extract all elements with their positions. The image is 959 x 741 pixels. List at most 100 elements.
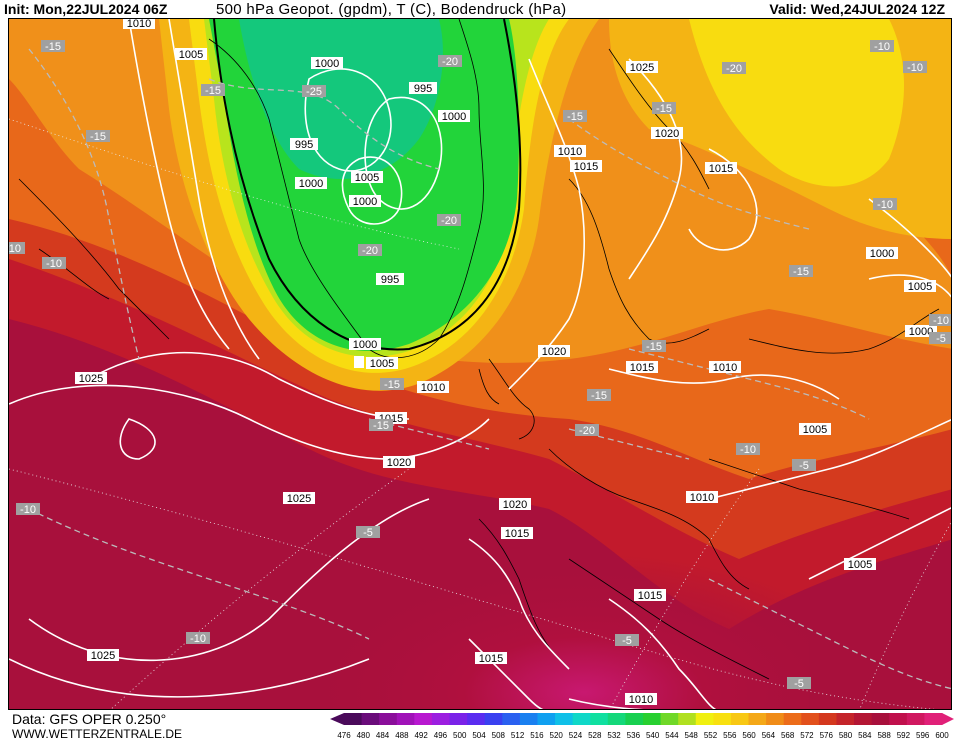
legend-tick-label: 600 bbox=[935, 731, 949, 740]
svg-text:-15: -15 bbox=[90, 131, 106, 143]
svg-text:995: 995 bbox=[295, 139, 313, 151]
svg-text:-20: -20 bbox=[442, 56, 458, 68]
svg-text:1000: 1000 bbox=[353, 339, 377, 351]
legend-tick-label: 576 bbox=[820, 731, 834, 740]
svg-text:1015: 1015 bbox=[505, 528, 529, 540]
lat-lon-grid bbox=[9, 118, 951, 709]
legend-swatch bbox=[766, 713, 785, 725]
svg-text:-10: -10 bbox=[874, 41, 890, 53]
svg-text:-10: -10 bbox=[933, 315, 949, 327]
svg-text:-20: -20 bbox=[441, 215, 457, 227]
svg-text:995: 995 bbox=[381, 274, 399, 286]
svg-text:1015: 1015 bbox=[630, 362, 654, 374]
legend-swatch bbox=[344, 713, 363, 725]
legend-swatch bbox=[818, 713, 837, 725]
legend-swatch bbox=[678, 713, 697, 725]
svg-text:-15: -15 bbox=[45, 41, 61, 53]
field-teal bbox=[239, 19, 443, 179]
svg-text:1000: 1000 bbox=[315, 58, 339, 70]
legend-tick-label: 520 bbox=[550, 731, 564, 740]
legend-swatch bbox=[730, 713, 750, 725]
legend-tick-label: 540 bbox=[646, 731, 660, 740]
svg-text:-15: -15 bbox=[373, 420, 389, 432]
legend-tick-label: 596 bbox=[916, 731, 930, 740]
weather-map: 1010 1005 1000 995 1000 995 1000 1005 10… bbox=[8, 18, 952, 710]
svg-text:-15: -15 bbox=[205, 85, 221, 97]
legend-tick-label: 480 bbox=[357, 731, 371, 740]
svg-text:-10: -10 bbox=[740, 444, 756, 456]
legend-swatch bbox=[414, 713, 433, 725]
svg-text:-20: -20 bbox=[362, 245, 378, 257]
legend-tick-label: 536 bbox=[627, 731, 641, 740]
map-canvas: 1010 1005 1000 995 1000 995 1000 1005 10… bbox=[9, 19, 951, 709]
legend-tick-label: 584 bbox=[858, 731, 872, 740]
svg-text:1005: 1005 bbox=[848, 559, 872, 571]
legend-tick-label: 548 bbox=[685, 731, 699, 740]
legend-tick-label: 508 bbox=[492, 731, 506, 740]
legend-tick-label: 512 bbox=[511, 731, 525, 740]
svg-text:-20: -20 bbox=[726, 63, 742, 75]
svg-text:-10: -10 bbox=[20, 504, 36, 516]
legend-swatch bbox=[396, 713, 415, 725]
legend-swatch bbox=[449, 713, 468, 725]
svg-text:1010: 1010 bbox=[421, 382, 445, 394]
footer-bar: Data: GFS OPER 0.250° WWW.WETTERZENTRALE… bbox=[0, 710, 959, 741]
svg-text:-5: -5 bbox=[622, 635, 632, 647]
website-label: WWW.WETTERZENTRALE.DE bbox=[12, 727, 182, 741]
legend-swatch bbox=[836, 713, 855, 725]
legend-swatch bbox=[467, 713, 486, 725]
legend-tick-label: 588 bbox=[877, 731, 891, 740]
svg-text:-10: -10 bbox=[46, 258, 62, 270]
svg-text:1015: 1015 bbox=[479, 653, 503, 665]
valid-time-label: Valid: Wed,24JUL2024 12Z bbox=[769, 1, 945, 17]
svg-text:-10: -10 bbox=[877, 199, 893, 211]
geopotential-552-line bbox=[213, 19, 522, 351]
svg-text:-5: -5 bbox=[794, 678, 804, 690]
legend-swatch bbox=[695, 713, 714, 725]
init-time-label: Init: Mon,22JUL2024 06Z bbox=[4, 1, 168, 17]
legend-arrow-left bbox=[330, 713, 344, 725]
svg-text:1020: 1020 bbox=[542, 346, 566, 358]
svg-text:1010: 1010 bbox=[629, 694, 653, 706]
isotherms bbox=[28, 48, 951, 690]
svg-text:1015: 1015 bbox=[709, 163, 733, 175]
legend-swatch bbox=[607, 713, 626, 725]
legend-swatch bbox=[643, 713, 662, 725]
legend-tick-label: 488 bbox=[395, 731, 409, 740]
legend-swatch bbox=[537, 713, 556, 725]
legend-swatch bbox=[906, 713, 925, 725]
svg-text:1005: 1005 bbox=[179, 49, 203, 61]
legend-tick-label: 476 bbox=[337, 731, 351, 740]
legend-swatch bbox=[871, 713, 890, 725]
legend-swatch bbox=[924, 713, 943, 725]
svg-text:-20: -20 bbox=[579, 425, 595, 437]
svg-text:-15: -15 bbox=[656, 103, 672, 115]
svg-text:1000: 1000 bbox=[299, 178, 323, 190]
svg-text:1010: 1010 bbox=[690, 492, 714, 504]
legend-tick-label: 580 bbox=[839, 731, 853, 740]
svg-text:-15: -15 bbox=[567, 111, 583, 123]
legend-swatch bbox=[590, 713, 609, 725]
legend-swatch bbox=[625, 713, 644, 725]
svg-text:995: 995 bbox=[414, 83, 432, 95]
svg-text:-5: -5 bbox=[363, 527, 373, 539]
legend-tick-label: 528 bbox=[588, 731, 602, 740]
legend-tick-label: 492 bbox=[414, 731, 428, 740]
svg-text:-15: -15 bbox=[793, 266, 809, 278]
svg-text:1020: 1020 bbox=[655, 128, 679, 140]
legend-swatch bbox=[854, 713, 873, 725]
legend-swatch bbox=[361, 713, 380, 725]
legend-swatch bbox=[713, 713, 732, 725]
legend-tick-label: 568 bbox=[781, 731, 795, 740]
svg-text:-25: -25 bbox=[306, 86, 322, 98]
svg-text:1015: 1015 bbox=[638, 590, 662, 602]
legend-swatch bbox=[660, 713, 679, 725]
legend-tick-label: 556 bbox=[723, 731, 737, 740]
legend-swatch bbox=[519, 713, 538, 725]
svg-text:-5: -5 bbox=[936, 333, 946, 345]
legend-tick-label: 504 bbox=[472, 731, 486, 740]
legend-tick-label: 552 bbox=[704, 731, 718, 740]
temperature-labels: -15 -15 -15 -25 -20 -20 -20 -15 -10 -15 … bbox=[9, 40, 951, 690]
legend-arrow-right bbox=[942, 713, 954, 725]
svg-text:-10: -10 bbox=[907, 62, 923, 74]
